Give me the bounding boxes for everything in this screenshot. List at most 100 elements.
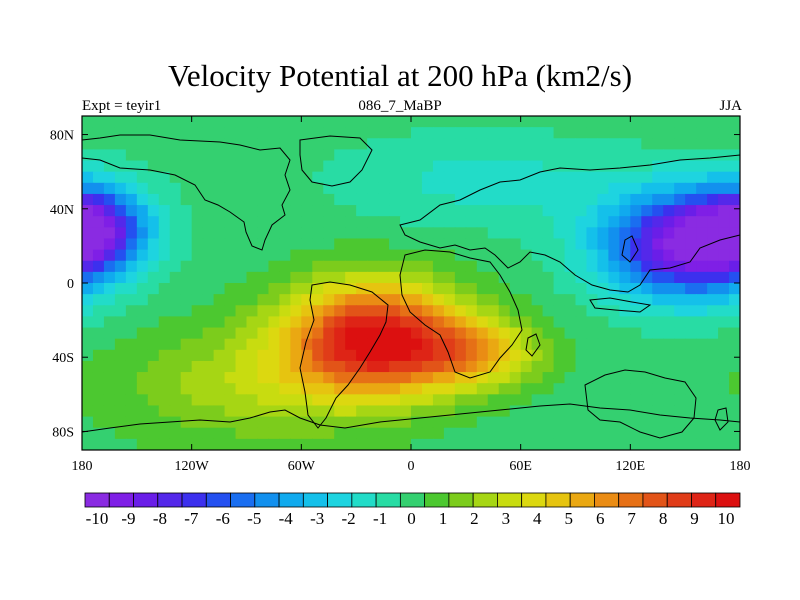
- field-cell: [82, 238, 94, 251]
- field-cell: [487, 416, 500, 429]
- field-cell: [301, 149, 313, 162]
- field-cell: [663, 271, 675, 284]
- field-cell: [509, 338, 522, 351]
- field-cell: [421, 305, 434, 317]
- field-cell: [356, 360, 368, 373]
- field-cell: [597, 416, 609, 429]
- field-cell: [465, 327, 478, 340]
- field-cell: [378, 116, 390, 128]
- field-cell: [180, 149, 193, 162]
- field-cell: [553, 416, 566, 429]
- field-cell: [82, 427, 94, 440]
- field-cell: [663, 216, 675, 228]
- field-cell: [378, 138, 390, 150]
- field-cell: [312, 238, 324, 251]
- field-cell: [246, 160, 259, 173]
- field-cell: [707, 383, 719, 395]
- field-cell: [674, 227, 686, 240]
- field-cell: [641, 338, 653, 351]
- field-cell: [597, 238, 609, 251]
- field-cell: [136, 238, 149, 251]
- field-cell: [685, 149, 697, 162]
- field-cell: [498, 193, 511, 206]
- field-cell: [465, 260, 478, 273]
- field-cell: [498, 283, 511, 295]
- coastline-greenland: [299, 135, 373, 187]
- field-cell: [476, 372, 489, 384]
- field-cell: [652, 327, 664, 340]
- field-cell: [597, 271, 609, 284]
- field-cell: [400, 216, 412, 228]
- field-cell: [169, 405, 182, 418]
- field-cell: [498, 427, 511, 440]
- field-cell: [213, 283, 226, 295]
- field-cell: [257, 227, 270, 240]
- field-cell: [367, 127, 379, 139]
- field-cell: [224, 349, 237, 362]
- field-cell: [674, 438, 686, 450]
- field-cell: [729, 416, 740, 429]
- field-cell: [718, 160, 730, 173]
- field-cell: [465, 171, 478, 184]
- field-cell: [432, 171, 445, 184]
- field-cell: [268, 271, 280, 284]
- field-cell: [542, 116, 555, 128]
- field-cell: [476, 305, 489, 317]
- field-cell: [103, 160, 116, 173]
- field-cell: [575, 294, 588, 306]
- field-cell: [443, 394, 456, 407]
- field-cell: [334, 116, 346, 128]
- field-cell: [290, 171, 302, 184]
- field-cell: [509, 238, 522, 251]
- field-cell: [575, 438, 588, 450]
- x-tick-label: 120E: [616, 459, 646, 474]
- field-cell: [454, 149, 467, 162]
- field-cell: [674, 416, 686, 429]
- field-cell: [301, 438, 313, 450]
- field-cell: [356, 416, 368, 429]
- field-cell: [696, 116, 708, 128]
- field-cell: [498, 405, 511, 418]
- field-cell: [125, 227, 138, 240]
- field-cell: [235, 216, 248, 228]
- field-cell: [707, 294, 719, 306]
- field-cell: [125, 360, 138, 373]
- field-cell: [158, 360, 171, 373]
- field-cell: [400, 405, 412, 418]
- field-cell: [597, 360, 609, 373]
- field-cell: [290, 249, 302, 262]
- field-cell: [169, 238, 182, 251]
- field-cell: [553, 294, 566, 306]
- field-cell: [169, 416, 182, 429]
- field-cell: [553, 305, 566, 317]
- field-cell: [696, 193, 708, 206]
- field-cell: [191, 193, 204, 206]
- field-cell: [114, 249, 127, 262]
- field-cell: [465, 238, 478, 251]
- field-cell: [191, 438, 204, 450]
- field-cell: [718, 294, 730, 306]
- field-cell: [685, 283, 697, 295]
- field-cell: [553, 360, 566, 373]
- field-cell: [553, 171, 566, 184]
- field-cell: [586, 405, 599, 418]
- field-cell: [279, 127, 291, 139]
- field-cell: [136, 305, 149, 317]
- field-cell: [312, 216, 324, 228]
- field-cell: [476, 116, 489, 128]
- field-cell: [553, 405, 566, 418]
- field-cell: [92, 360, 105, 373]
- field-cell: [509, 260, 522, 273]
- field-cell: [718, 205, 730, 217]
- field-cell: [235, 416, 248, 429]
- field-cell: [729, 216, 740, 228]
- field-cell: [400, 349, 412, 362]
- field-cell: [246, 283, 259, 295]
- field-cell: [696, 260, 708, 273]
- field-cell: [619, 349, 631, 362]
- colorbar-label: -5: [247, 509, 261, 528]
- field-cell: [136, 383, 149, 395]
- field-cell: [136, 260, 149, 273]
- colorbar-label: 6: [596, 509, 605, 528]
- field-cell: [696, 394, 708, 407]
